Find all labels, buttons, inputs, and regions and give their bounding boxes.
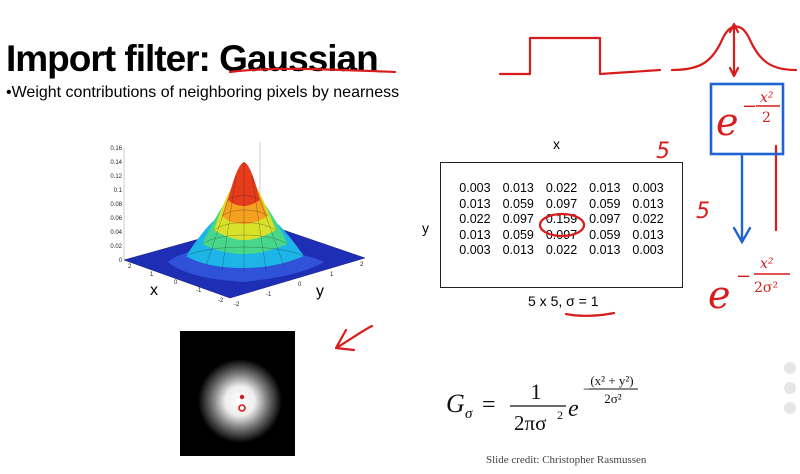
left-arrow-annotation	[334, 324, 374, 352]
handwritten-five-side: 5	[696, 199, 710, 224]
table-row: 0.003 0.013 0.022 0.013 0.003	[453, 181, 669, 197]
kernel-cell: 0.003	[459, 181, 491, 195]
surface-y-axis-label: y	[316, 283, 324, 300]
z-tick: 0	[119, 258, 123, 264]
gaussian-bell-sketch	[670, 25, 798, 72]
kernel-cell: 0.013	[502, 181, 534, 195]
z-tick: 0.1	[114, 188, 123, 194]
kernel-cell: 0.013	[502, 243, 534, 257]
y-tick: 2	[360, 262, 364, 268]
formula-denominator-exponent: 2	[557, 408, 563, 422]
handwritten-exp-simple-num: x²	[760, 90, 774, 106]
slide-credit: Slide credit: Christopher Rasmussen	[486, 454, 647, 466]
blue-down-arrow	[732, 154, 752, 245]
kernel-cell: 0.013	[589, 243, 621, 257]
kernel-caption: 5 x 5, σ = 1	[528, 293, 599, 309]
formula-denominator: 2πσ	[514, 411, 546, 435]
kernel-cell: 0.013	[589, 181, 621, 195]
kernel-cell: 0.097	[545, 196, 578, 211]
control-dot-icon[interactable]	[784, 382, 796, 394]
sigma-underline	[564, 311, 616, 317]
surface-x-axis-label: x	[150, 282, 158, 299]
kernel-cell: 0.013	[632, 227, 664, 242]
kernel-cell: 0.059	[502, 227, 534, 242]
x-tick: 0	[174, 280, 178, 286]
handwritten-exp-simple-base: e	[716, 100, 739, 144]
kernel-cell: 0.013	[459, 227, 491, 242]
z-tick: 0.14	[110, 160, 122, 166]
z-tick: 0.12	[110, 174, 122, 180]
matrix-y-label: y	[422, 220, 429, 236]
formula-subscript: σ	[465, 406, 473, 422]
y-tick: 1	[330, 272, 334, 278]
kernel-cell: 0.013	[459, 196, 491, 211]
kernel-table: 0.003 0.013 0.022 0.013 0.003 0.013 0.05…	[453, 181, 669, 259]
formula-numerator: 1	[531, 379, 542, 404]
kernel-cell: 0.013	[632, 196, 664, 211]
x-tick: 1	[150, 272, 154, 278]
box-function-sketch	[498, 36, 662, 76]
gaussian-kernel-matrix: 0.003 0.013 0.022 0.013 0.003 0.013 0.05…	[440, 162, 683, 288]
blue-box-annotation	[709, 82, 785, 156]
kernel-cell: 0.022	[545, 181, 578, 195]
matrix-x-label: x	[553, 136, 560, 152]
formula-minus: −	[583, 382, 591, 398]
kernel-cell: 0.059	[502, 196, 534, 211]
kernel-cell: 0.059	[589, 196, 621, 211]
slide-title: Import filter: Gaussian	[6, 38, 379, 79]
red-dot-annotation	[239, 394, 245, 400]
z-tick: 0.02	[110, 244, 122, 250]
z-tick: 0.08	[110, 202, 122, 208]
kernel-cell: 0.059	[589, 227, 621, 242]
x-tick: -2	[218, 298, 224, 304]
table-row: 0.013 0.059 0.097 0.059 0.013	[453, 197, 669, 213]
handwritten-exp-full-num: x²	[760, 256, 774, 272]
z-tick: 0.16	[110, 146, 122, 152]
formula-exponent-numerator: (x² + y²)	[590, 373, 633, 388]
formula-lhs: G	[446, 389, 465, 418]
handwritten-minus: −	[742, 96, 757, 117]
gaussian-formula: G σ = 1 2πσ 2 e − (x² + y²) 2σ²	[446, 373, 638, 435]
formula-equals: =	[482, 392, 496, 418]
kernel-cell: 0.003	[632, 181, 664, 195]
handwritten-five-top: 5	[656, 139, 670, 164]
y-tick: -1	[266, 292, 272, 298]
formula-base: e	[568, 396, 579, 422]
bell-height-arrow	[728, 22, 740, 78]
handwritten-exp-simple-den: 2	[762, 110, 771, 126]
x-tick: -1	[196, 288, 202, 294]
kernel-cell: 0.097	[545, 227, 578, 242]
handwritten-exp-full-den: 2σ²	[754, 280, 778, 296]
x-tick: 2	[128, 264, 132, 270]
table-row: 0.003 0.013 0.022 0.013 0.003	[453, 243, 669, 259]
kernel-cell: 0.097	[502, 212, 534, 226]
z-tick: 0.06	[110, 216, 122, 222]
kernel-cell: 0.022	[545, 243, 578, 257]
table-row: 0.022 0.097 0.159 0.097 0.022	[453, 212, 669, 228]
handwritten-minus: −	[736, 266, 751, 287]
bullet-point: •Weight contributions of neighboring pix…	[6, 84, 400, 101]
kernel-cell: 0.022	[632, 212, 664, 226]
gaussian-blur-image	[180, 331, 295, 456]
kernel-cell: 0.003	[459, 243, 491, 257]
gaussian-surface-plot: 0.16 0.14 0.12 0.1 0.08 0.06 0.04 0.02 0…	[110, 142, 366, 308]
formula-exponent-denominator: 2σ²	[604, 391, 622, 406]
kernel-cell: 0.003	[632, 243, 664, 257]
side-controls[interactable]	[776, 360, 798, 420]
red-circle-annotation	[238, 404, 246, 412]
handwritten-exp-full-base: e	[708, 273, 731, 317]
control-dot-icon[interactable]	[784, 402, 796, 414]
y-tick: -2	[234, 302, 240, 308]
table-row: 0.013 0.059 0.097 0.059 0.013	[453, 228, 669, 244]
kernel-center-cell: 0.159	[545, 212, 578, 226]
y-tick: 0	[298, 282, 302, 288]
kernel-cell: 0.022	[459, 212, 491, 226]
kernel-cell: 0.097	[589, 212, 621, 226]
control-dot-icon[interactable]	[784, 362, 796, 374]
z-tick: 0.04	[110, 230, 122, 236]
